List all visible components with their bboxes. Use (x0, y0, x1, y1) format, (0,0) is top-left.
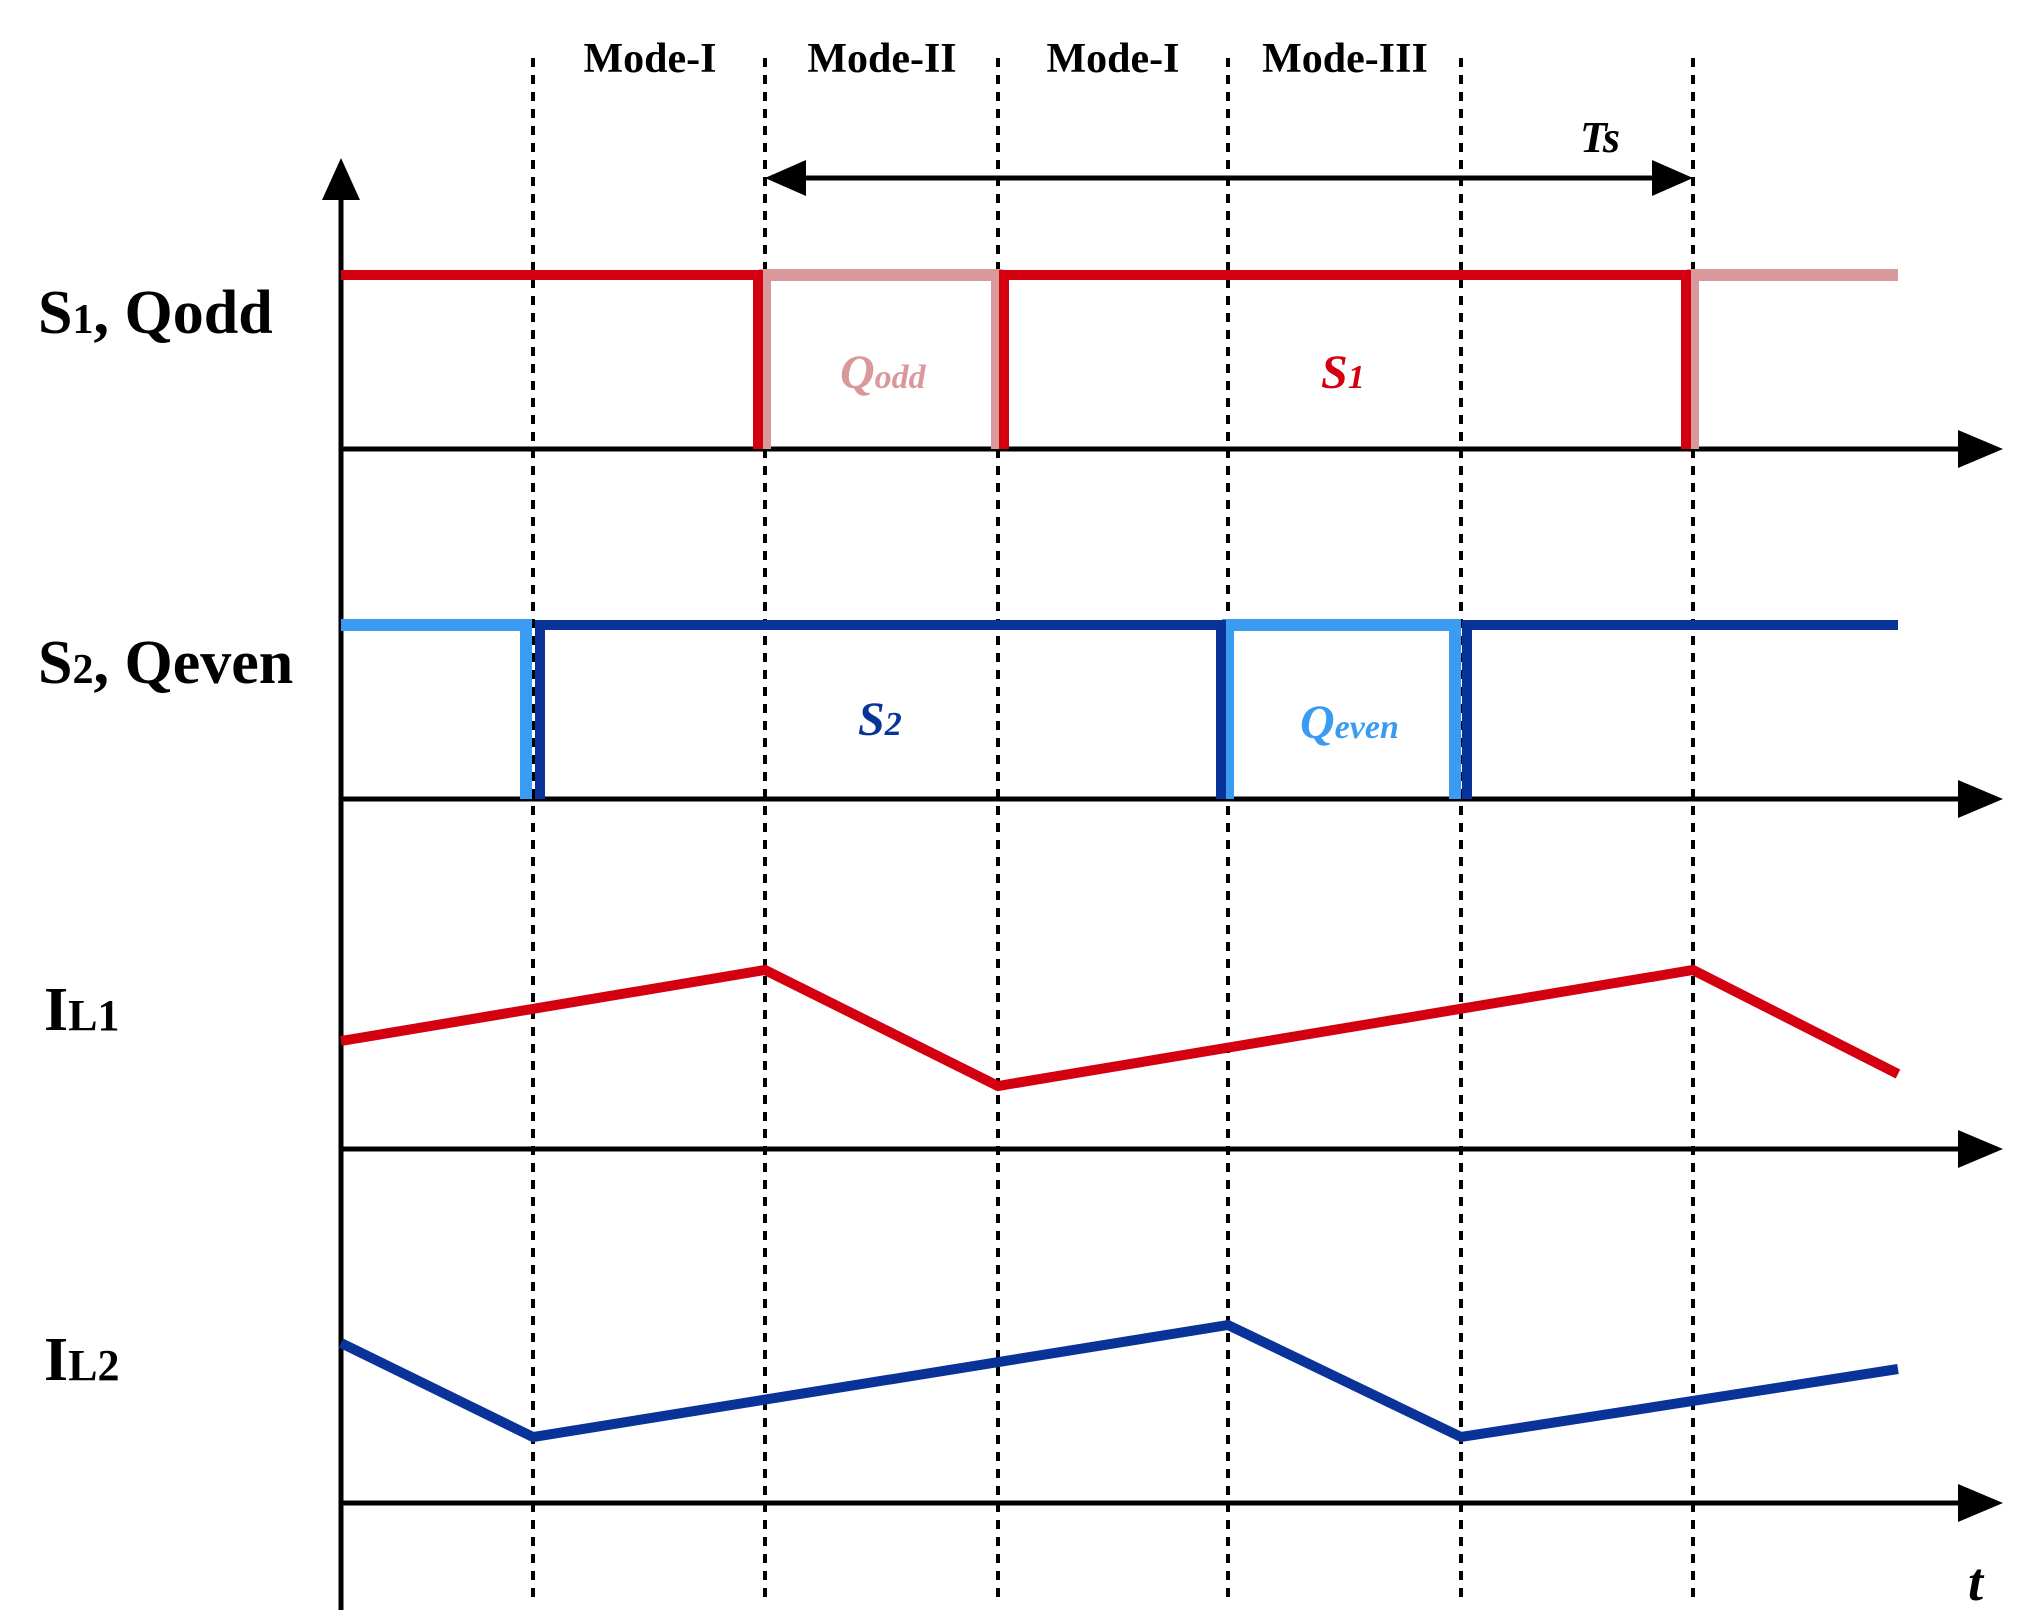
label-qodd: Qodd (840, 346, 927, 399)
axis-row-4-arrow (1958, 1484, 2003, 1522)
horizontal-axis-arrows (1958, 430, 2003, 1522)
period-arrow (765, 160, 1693, 196)
vertical-axis-arrow (322, 158, 360, 200)
waveform-qeven (341, 619, 1461, 799)
mode-label-1: Mode-I (584, 36, 717, 82)
waveform-qodd (759, 269, 1898, 449)
mode-boundaries (531, 58, 1695, 1605)
row-label-s2-qeven: S2, Qeven (38, 629, 293, 697)
vertical-axis (322, 158, 360, 1610)
axis-row-3-arrow (1958, 1130, 2003, 1168)
waveform-il1 (340, 964, 1901, 1092)
label-qeven: Qeven (1300, 696, 1399, 749)
waveform-s2 (535, 620, 1898, 799)
mode-label-3: Mode-I (1047, 36, 1180, 82)
period-arrow-right-head (1652, 160, 1693, 196)
row-label-s1-qodd: S1, Qodd (38, 279, 273, 347)
label-s2: S2 (858, 693, 902, 746)
axis-row-2-arrow (1958, 780, 2003, 818)
axis-row-1-arrow (1958, 430, 2003, 468)
horizontal-axes (341, 446, 1962, 1506)
period-arrow-left-head (765, 160, 806, 196)
mode-label-4: Mode-III (1262, 36, 1428, 82)
period-label: Ts (1580, 113, 1620, 162)
row-label-il2: IL2 (44, 1326, 120, 1394)
mode-label-2: Mode-II (807, 36, 956, 82)
label-s1: S1 (1321, 346, 1365, 399)
row-label-il1: IL1 (44, 976, 120, 1044)
waveform-il2 (338, 1319, 1899, 1443)
time-axis-label: t (1968, 1552, 1985, 1612)
waveform-s1 (341, 270, 1691, 449)
